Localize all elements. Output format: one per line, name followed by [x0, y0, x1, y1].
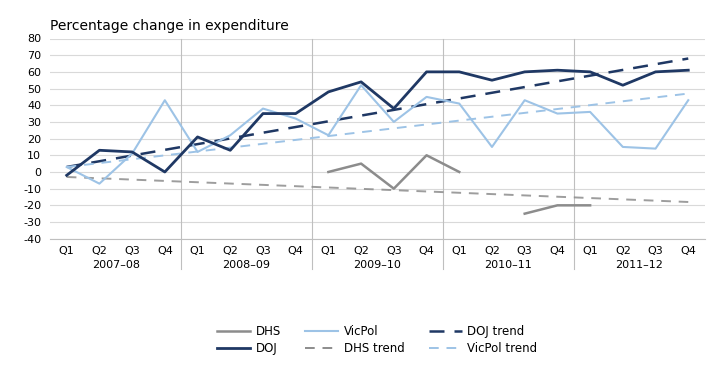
Text: 2010–11: 2010–11	[485, 260, 532, 270]
Text: 2009–10: 2009–10	[354, 260, 401, 270]
Text: 2011–12: 2011–12	[615, 260, 663, 270]
Text: Percentage change in expenditure: Percentage change in expenditure	[50, 19, 288, 33]
Text: 2007–08: 2007–08	[92, 260, 139, 270]
Legend: DHS, DOJ, VicPol, DHS trend, DOJ trend, VicPol trend: DHS, DOJ, VicPol, DHS trend, DOJ trend, …	[213, 321, 542, 360]
Text: 2008–09: 2008–09	[223, 260, 270, 270]
